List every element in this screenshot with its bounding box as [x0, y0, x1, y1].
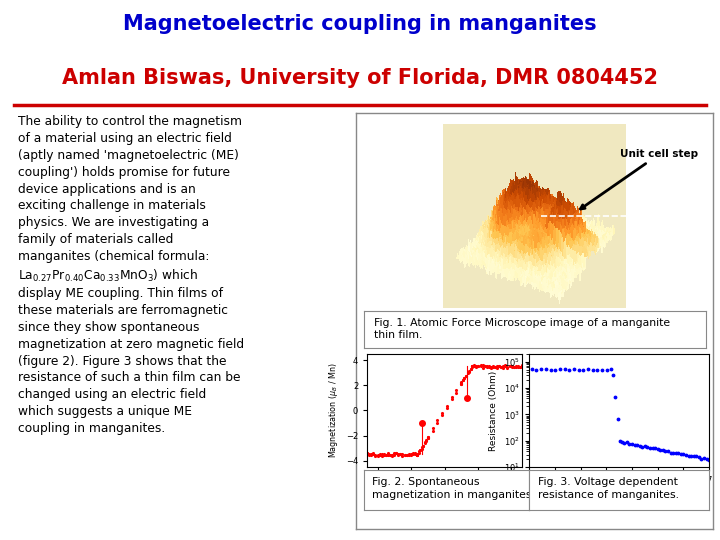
X-axis label: Sample voltage (volt): Sample voltage (volt)	[570, 491, 668, 500]
X-axis label: Field (Oe): Field (Oe)	[421, 491, 468, 501]
Y-axis label: Magnetization ($\mu_B$ / Mn): Magnetization ($\mu_B$ / Mn)	[328, 362, 341, 458]
Text: Fig. 2. Spontaneous
magnetization in manganites.: Fig. 2. Spontaneous magnetization in man…	[372, 477, 535, 500]
Text: Fig. 3. Voltage dependent
resistance of manganites.: Fig. 3. Voltage dependent resistance of …	[539, 477, 679, 500]
Text: Fig. 1. Atomic Force Microscope image of a manganite
thin film.: Fig. 1. Atomic Force Microscope image of…	[374, 318, 670, 340]
Y-axis label: Resistance (Ohm): Resistance (Ohm)	[490, 370, 498, 450]
Text: The ability to control the magnetism
of a material using an electric field
(aptl: The ability to control the magnetism of …	[18, 116, 244, 435]
Text: Amlan Biswas, University of Florida, DMR 0804452: Amlan Biswas, University of Florida, DMR…	[62, 68, 658, 88]
Text: Unit cell step: Unit cell step	[580, 149, 698, 209]
Text: Magnetoelectric coupling in manganites: Magnetoelectric coupling in manganites	[123, 14, 597, 34]
